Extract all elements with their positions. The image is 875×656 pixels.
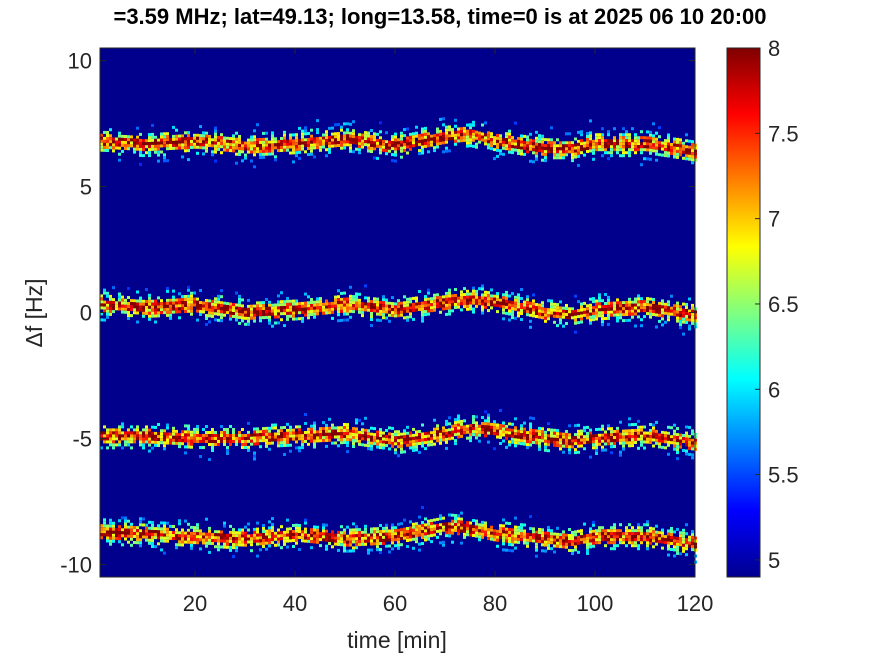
y-tick-label: -10	[60, 552, 92, 577]
y-tick-label: 10	[68, 49, 92, 74]
x-tick-label: 100	[577, 591, 614, 616]
y-axis: -10 -5 0 5 10	[60, 49, 695, 577]
colorbar-tick-label: 8	[768, 36, 780, 61]
y-tick-label: 5	[80, 175, 92, 200]
y-tick-label: 0	[80, 301, 92, 326]
x-tick-label: 120	[677, 591, 714, 616]
x-tick-label: 60	[383, 591, 407, 616]
colorbar-tick-label: 6	[768, 377, 780, 402]
y-axis-label: Δf [Hz]	[21, 278, 47, 347]
signal-trace-1	[100, 117, 697, 169]
x-tick-label: 80	[483, 591, 507, 616]
heatmap-layer	[100, 117, 697, 564]
colorbar-axis: 5 5.5 6 6.5 7 7.5 8	[755, 36, 799, 573]
x-axis: 20 40 60 80 100 120	[183, 48, 714, 616]
x-axis-label: time [min]	[347, 627, 447, 653]
colorbar-tick-label: 7	[768, 207, 780, 232]
signal-trace-3	[100, 409, 697, 461]
colorbar-tick-label: 6.5	[768, 292, 799, 317]
y-tick-label: -5	[72, 426, 92, 451]
colorbar-tick-label: 7.5	[768, 121, 799, 146]
x-tick-label: 20	[183, 591, 207, 616]
signal-trace-4	[100, 506, 697, 564]
colorbar	[726, 47, 761, 578]
signal-trace-2	[100, 284, 697, 336]
colorbar-tick-label: 5	[768, 548, 780, 573]
chart-title: =3.59 MHz; lat=49.13; long=13.58, time=0…	[113, 4, 767, 29]
colorbar-tick-label: 5.5	[768, 463, 799, 488]
x-tick-label: 40	[283, 591, 307, 616]
